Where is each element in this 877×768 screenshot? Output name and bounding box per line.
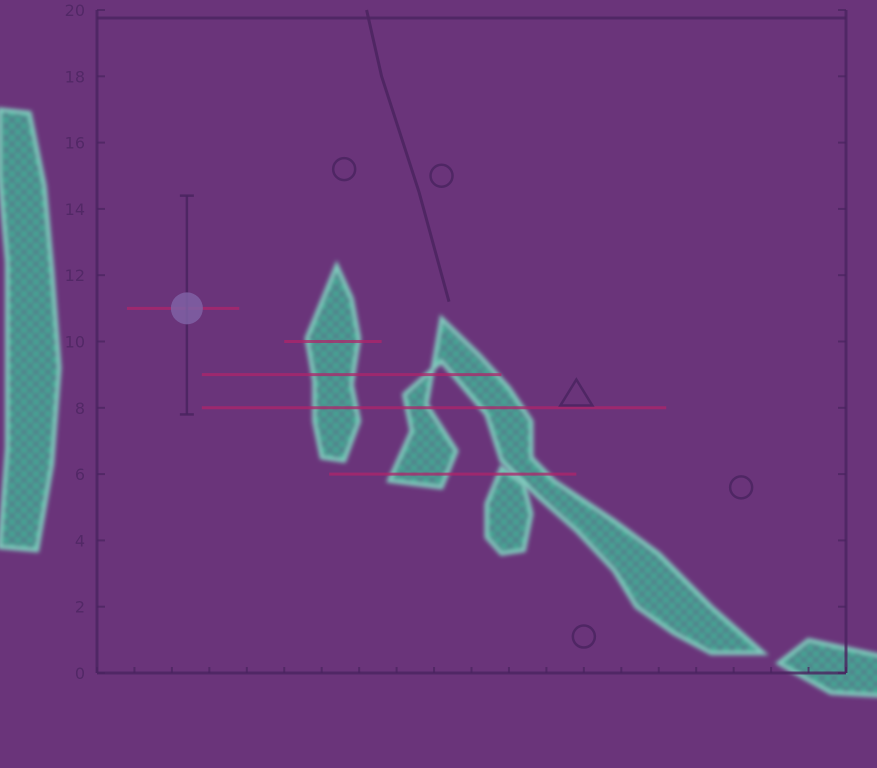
reference-layer [126, 306, 667, 476]
density-region-5 [775, 637, 877, 698]
y-tick-label-14: 14 [65, 200, 85, 219]
y-tick-label-12: 12 [65, 266, 85, 285]
density-region-fill-4 [484, 464, 534, 556]
y-tick-label-2: 2 [75, 598, 85, 617]
density-region-4 [484, 464, 534, 556]
y-tick-label-16: 16 [65, 134, 85, 153]
y-tick-label-18: 18 [65, 67, 85, 86]
trend-curve [365, 9, 451, 303]
y-tick-label-0: 0 [75, 664, 85, 683]
triangle-marker-3 [558, 377, 595, 407]
y-tick-label-20: 20 [65, 1, 85, 20]
y-tick-label-8: 8 [75, 399, 85, 418]
density-region-fill-3 [0, 107, 62, 553]
circle-marker-4 [728, 475, 754, 500]
axis-layer: 0 2 4 6 8 10 12 14 16 18 20 [65, 1, 848, 683]
density-region-fill-1 [304, 260, 362, 464]
marker-layer [170, 9, 754, 649]
y-tick-label-6: 6 [75, 465, 85, 484]
y-tick-label-10: 10 [65, 333, 85, 352]
density-region-fill-5 [775, 637, 877, 698]
y-tick-label-4: 4 [75, 531, 85, 550]
density-region-3 [0, 107, 62, 553]
circle-marker-1 [331, 156, 357, 182]
density-layer [0, 107, 877, 698]
density-region-1 [304, 260, 362, 464]
density-region-fill-2 [386, 314, 769, 656]
density-region-2 [386, 314, 769, 656]
circle-marker-5 [571, 624, 597, 649]
circle-marker-2 [429, 163, 454, 188]
error-bar-point [170, 292, 203, 325]
